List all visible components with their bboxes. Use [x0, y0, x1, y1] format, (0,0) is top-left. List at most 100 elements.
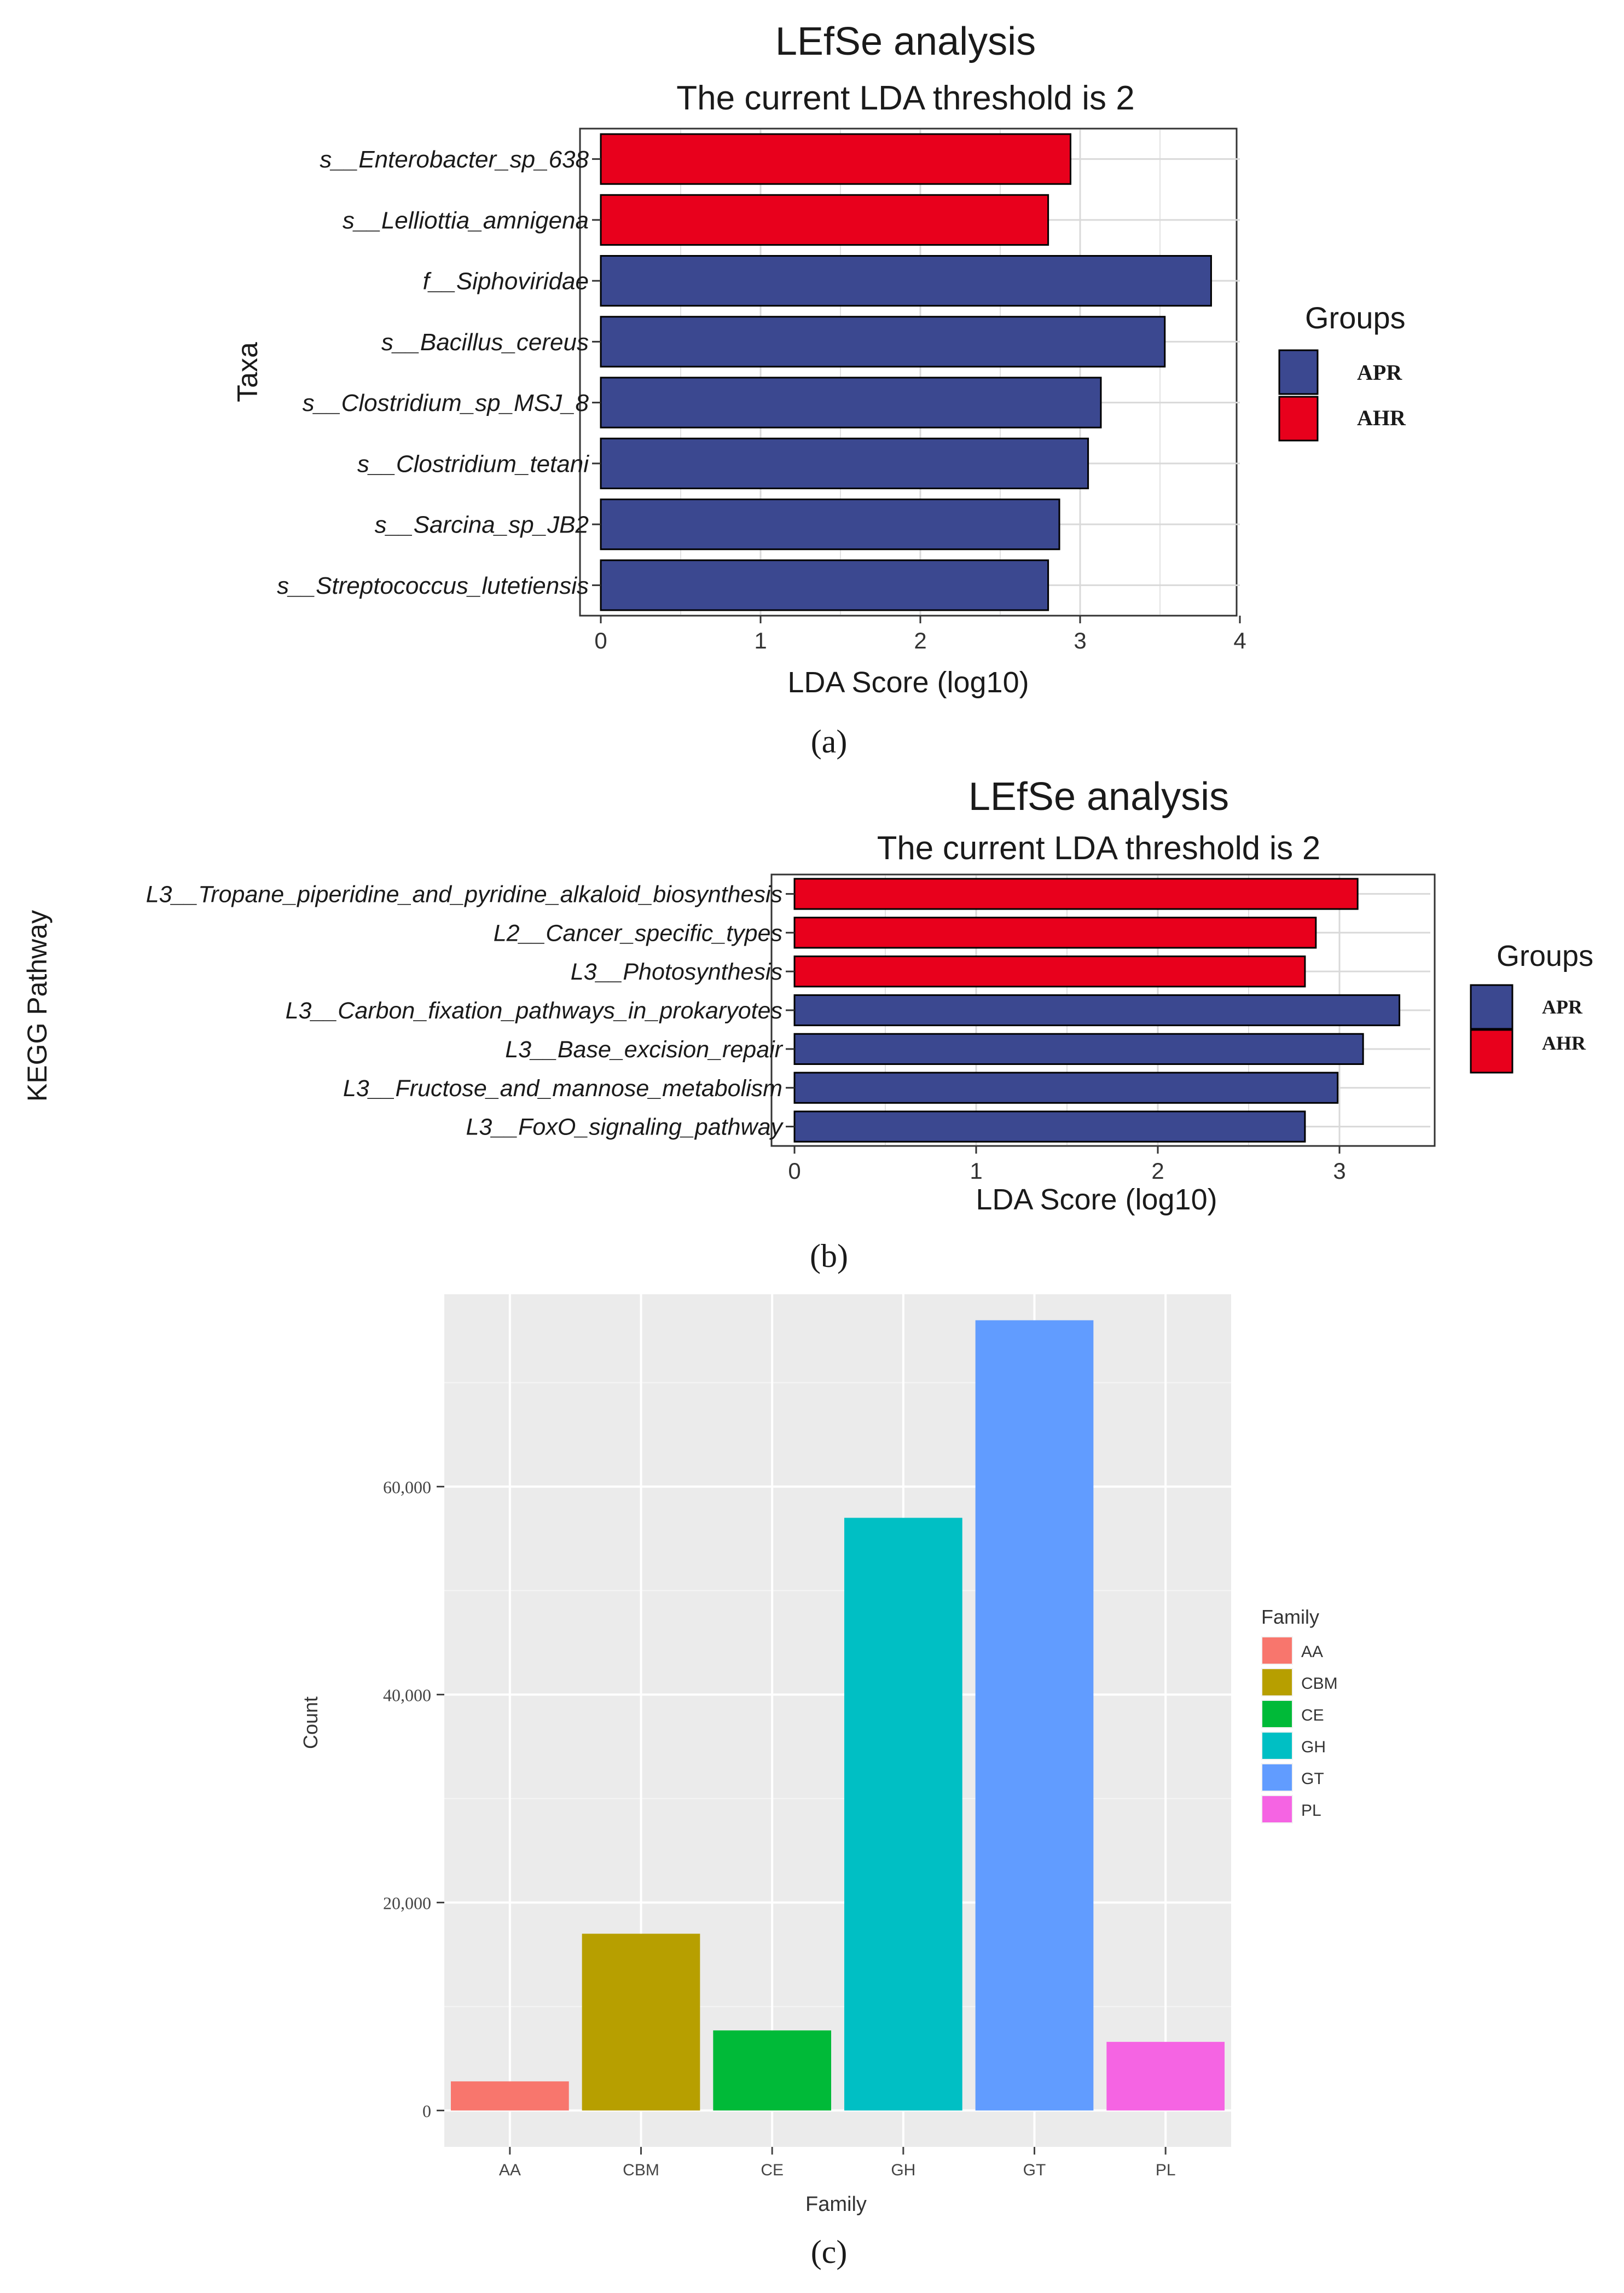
panel-a-legend-label-ahr: AHR	[1357, 406, 1406, 430]
panel-c-plot-area	[444, 1294, 1231, 2147]
bar-cbm	[582, 1933, 700, 2111]
category-label: s__Bacillus_cereus	[381, 329, 589, 356]
x-tick-label: GH	[891, 2161, 915, 2179]
bar-pl	[1106, 2042, 1225, 2111]
panel-c-x-ticks: AA CBM CE GH GT PL	[499, 2147, 1176, 2179]
panel-b-legend-label-apr: APR	[1542, 996, 1583, 1018]
panel-b-y-axis-label: KEGG Pathway	[22, 910, 53, 1102]
category-label: L3__Fructose_and_mannose_metabolism	[343, 1075, 782, 1102]
category-label: L3__Base_excision_repair	[505, 1037, 783, 1063]
bar-apr	[600, 559, 1049, 611]
category-label: s__Lelliottia_amnigena	[343, 207, 589, 234]
panel-c-bars	[450, 1320, 1225, 2111]
bar-ahr	[793, 917, 1317, 949]
legend-label-ce: CE	[1301, 1706, 1324, 1724]
panel-a-chart: LEfSe analysis The current LDA threshold…	[232, 20, 1406, 699]
panel-a-legend-title: Groups	[1305, 300, 1406, 335]
legend-swatch-gt	[1262, 1764, 1292, 1791]
bar-ahr	[793, 878, 1359, 910]
panel-b-subtitle: The current LDA threshold is 2	[877, 830, 1320, 866]
bar-apr	[600, 316, 1166, 368]
legend-swatch-pl	[1262, 1796, 1292, 1822]
x-tick-label: 1	[754, 628, 767, 653]
bar-gh	[844, 1518, 962, 2111]
category-label: s__Enterobacter_sp_638	[320, 146, 589, 173]
bar-apr	[793, 1110, 1306, 1143]
panel-c-legend: Family AA CBM CE GH GT PL	[1261, 1606, 1338, 1823]
panel-b-chart: LEfSe analysis The current LDA threshold…	[22, 775, 1593, 1216]
legend-swatch-cbm	[1262, 1669, 1292, 1695]
panel-b-legend: Groups APR AHR	[1470, 940, 1593, 1074]
x-tick-label: 4	[1233, 628, 1246, 653]
x-tick-label: 1	[970, 1158, 982, 1184]
bar-apr	[793, 1033, 1364, 1065]
panel-a-subtitle: The current LDA threshold is 2	[676, 79, 1134, 117]
x-tick-label: AA	[499, 2161, 521, 2179]
legend-swatch-aa	[1262, 1637, 1292, 1664]
bar-apr	[600, 255, 1212, 307]
x-tick-label: CBM	[623, 2161, 659, 2179]
x-tick-label: 3	[1333, 1158, 1345, 1184]
x-tick-label: GT	[1023, 2161, 1046, 2179]
panel-c-label: (c)	[811, 2234, 848, 2270]
category-label: f__Siphoviridae	[423, 268, 589, 295]
panel-b-legend-swatch-apr	[1470, 984, 1513, 1030]
legend-swatch-ce	[1262, 1701, 1292, 1727]
panel-b-x-ticks: 0 1 2 3	[788, 1146, 1346, 1184]
category-label: L3__FoxO_signaling_pathway	[466, 1114, 784, 1140]
category-label: L3__Carbon_fixation_pathways_in_prokaryo…	[286, 998, 782, 1024]
panel-b-legend-swatch-ahr	[1470, 1029, 1513, 1074]
bar-apr	[793, 994, 1401, 1027]
legend-label-aa: AA	[1301, 1643, 1323, 1661]
y-tick-label: 40,000	[383, 1686, 431, 1705]
bar-ce	[713, 2030, 832, 2111]
bar-gt	[975, 1320, 1094, 2111]
panel-b-label: (b)	[810, 1238, 848, 1274]
category-label: s__Streptococcus_lutetiensis	[277, 572, 589, 599]
category-label: s__Clostridium_tetani	[357, 450, 589, 477]
x-tick-label: CE	[761, 2161, 784, 2179]
panel-b-legend-label-ahr: AHR	[1542, 1032, 1586, 1054]
legend-label-gt: GT	[1301, 1770, 1324, 1788]
bar-aa	[450, 2081, 569, 2111]
panel-a-legend: Groups APR AHR	[1278, 300, 1406, 442]
panel-c-y-axis-label: Count	[299, 1696, 322, 1749]
category-label: s__Clostridium_sp_MSJ_8	[303, 390, 589, 416]
panel-a-legend-swatch-ahr	[1278, 396, 1319, 442]
panel-a-x-axis-label: LDA Score (log10)	[787, 666, 1029, 699]
panel-a-legend-swatch-apr	[1278, 349, 1319, 395]
panel-a-y-axis-label: Taxa	[232, 342, 264, 402]
panel-b-title: LEfSe analysis	[968, 775, 1229, 819]
panel-a-title: LEfSe analysis	[775, 20, 1036, 63]
panel-b-bars	[793, 878, 1401, 1143]
panel-b-x-axis-label: LDA Score (log10)	[976, 1183, 1217, 1216]
category-label: L2__Cancer_specific_types	[494, 920, 782, 946]
panel-c-chart: 0 20,000 40,000 60,000 AA CBM CE GH GT PL Family…	[299, 1294, 1338, 2216]
bar-ahr	[600, 133, 1071, 185]
bar-ahr	[600, 194, 1049, 246]
x-tick-label: 0	[594, 628, 607, 653]
legend-label-pl: PL	[1301, 1802, 1321, 1820]
bar-apr	[600, 437, 1089, 489]
category-label: L3__Photosynthesis	[571, 959, 782, 985]
legend-swatch-gh	[1262, 1733, 1292, 1759]
bar-apr	[600, 377, 1102, 429]
y-tick-label: 20,000	[383, 1894, 431, 1913]
x-tick-label: 3	[1074, 628, 1086, 653]
bar-apr	[793, 1072, 1339, 1104]
y-tick-label: 0	[422, 2101, 431, 2121]
panel-a-x-ticks: 0 1 2 3 4	[594, 616, 1246, 653]
panel-a-legend-label-apr: APR	[1357, 360, 1402, 385]
bar-ahr	[793, 956, 1306, 988]
category-label: s__Sarcina_sp_JB2	[375, 512, 589, 538]
bar-apr	[600, 499, 1060, 551]
panel-b-legend-title: Groups	[1497, 940, 1593, 972]
panel-c-x-axis-label: Family	[805, 2193, 867, 2216]
x-tick-label: 2	[1151, 1158, 1164, 1184]
x-tick-label: PL	[1156, 2161, 1176, 2179]
panel-a-label: (a)	[811, 723, 848, 760]
panel-c-y-ticks: 0 20,000 40,000 60,000	[383, 1478, 444, 2121]
category-label: L3__Tropane_piperidine_and_pyridine_alka…	[146, 881, 782, 907]
panel-a-bars	[600, 133, 1212, 611]
